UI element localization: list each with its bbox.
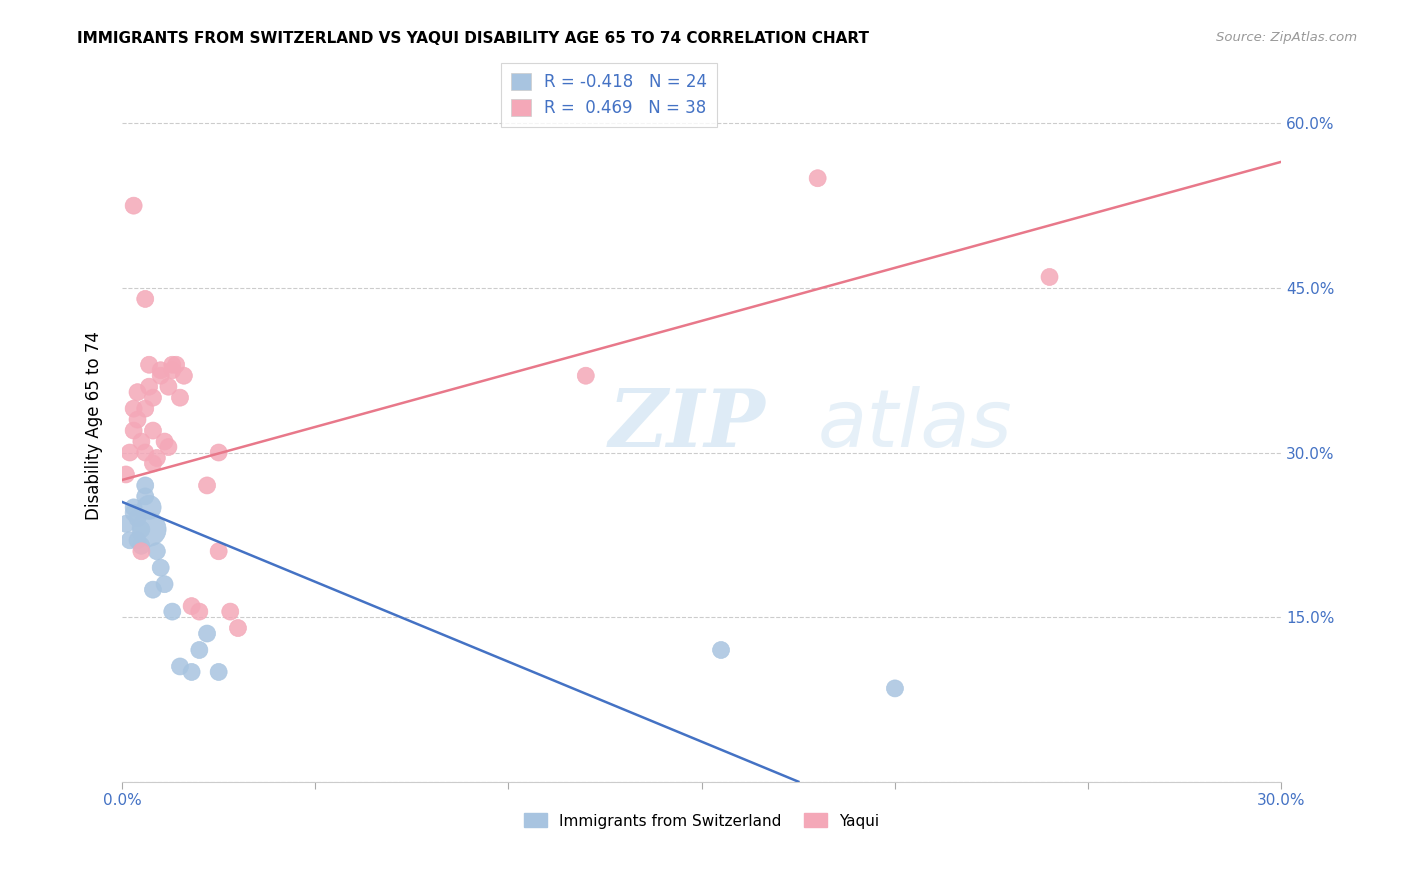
Point	[138, 522, 160, 536]
Point	[165, 358, 187, 372]
Point	[195, 478, 218, 492]
Point	[169, 659, 191, 673]
Point	[153, 434, 176, 449]
Point	[122, 506, 145, 520]
Text: ZIP: ZIP	[609, 386, 766, 464]
Point	[134, 292, 156, 306]
Point	[142, 391, 165, 405]
Point	[195, 626, 218, 640]
Point	[127, 385, 149, 400]
Point	[131, 434, 153, 449]
Point	[122, 199, 145, 213]
Point	[118, 445, 141, 459]
Point	[710, 643, 733, 657]
Point	[169, 391, 191, 405]
Point	[127, 511, 149, 525]
Point	[134, 490, 156, 504]
Point	[138, 380, 160, 394]
Point	[142, 582, 165, 597]
Point	[134, 401, 156, 416]
Point	[153, 577, 176, 591]
Point	[149, 363, 172, 377]
Point	[118, 533, 141, 548]
Point	[188, 643, 211, 657]
Point	[807, 171, 830, 186]
Point	[180, 599, 202, 614]
Point	[157, 380, 180, 394]
Point	[115, 467, 138, 482]
Point	[134, 445, 156, 459]
Text: Source: ZipAtlas.com: Source: ZipAtlas.com	[1216, 31, 1357, 45]
Point	[134, 478, 156, 492]
Point	[122, 424, 145, 438]
Point	[127, 412, 149, 426]
Point	[162, 363, 184, 377]
Point	[146, 544, 169, 558]
Point	[157, 440, 180, 454]
Point	[131, 539, 153, 553]
Point	[115, 516, 138, 531]
Y-axis label: Disability Age 65 to 74: Disability Age 65 to 74	[86, 331, 103, 519]
Point	[142, 424, 165, 438]
Point	[131, 544, 153, 558]
Text: IMMIGRANTS FROM SWITZERLAND VS YAQUI DISABILITY AGE 65 TO 74 CORRELATION CHART: IMMIGRANTS FROM SWITZERLAND VS YAQUI DIS…	[77, 31, 869, 46]
Point	[208, 445, 231, 459]
Point	[122, 500, 145, 515]
Point	[1038, 270, 1060, 285]
Point	[180, 665, 202, 679]
Point	[162, 605, 184, 619]
Point	[173, 368, 195, 383]
Point	[146, 450, 169, 465]
Point	[188, 605, 211, 619]
Point	[208, 665, 231, 679]
Point	[884, 681, 907, 696]
Point	[149, 368, 172, 383]
Point	[575, 368, 598, 383]
Point	[138, 358, 160, 372]
Point	[131, 522, 153, 536]
Point	[208, 544, 231, 558]
Point	[127, 533, 149, 548]
Legend: Immigrants from Switzerland, Yaqui: Immigrants from Switzerland, Yaqui	[517, 807, 886, 835]
Point	[138, 500, 160, 515]
Point	[149, 560, 172, 574]
Point	[122, 401, 145, 416]
Point	[219, 605, 242, 619]
Point	[226, 621, 249, 635]
Text: atlas: atlas	[818, 386, 1012, 464]
Point	[142, 457, 165, 471]
Point	[162, 358, 184, 372]
